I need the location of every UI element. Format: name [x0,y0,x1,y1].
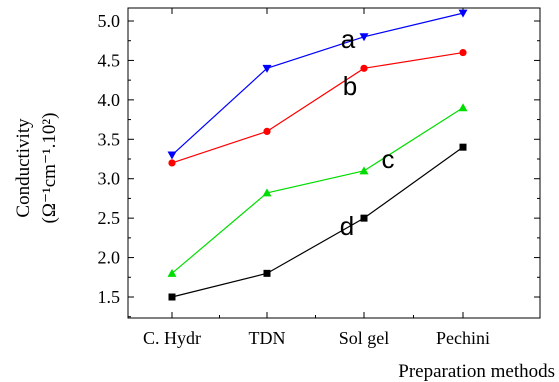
x-tick-label: Pechini [436,328,490,348]
series-label-a: a [341,24,356,54]
x-axis-title: Preparation methods [398,361,555,382]
x-tick-label: C. Hydr [143,328,201,348]
data-point-b [459,48,467,57]
data-point-d [360,214,368,222]
series-a [167,9,468,160]
y-tick-label: 2.5 [98,208,121,228]
series-c [167,103,468,277]
series-b [168,48,467,167]
series-label-b: b [343,71,357,101]
series-d [168,143,467,301]
y-tick-label: 3.5 [98,129,121,149]
plot-frame [127,7,541,319]
data-point-a [167,151,177,160]
y-tick-label: 5.0 [98,11,121,31]
data-point-d [263,269,271,277]
data-point-b [168,159,176,167]
y-tick-label: 1.5 [98,287,121,307]
series-line-c [171,107,464,274]
data-point-b [263,127,271,135]
series-labels: ab c d [340,24,395,241]
data-point-a [458,9,468,18]
y-axis-title-line1: Conductivity [13,118,34,218]
data-point-c [167,268,177,277]
series-label-c: c [382,144,395,174]
plot-area [127,7,541,319]
data-point-c [458,103,468,112]
y-tick-label: 4.5 [98,50,121,70]
series-line-d [171,146,464,298]
data-point-c [262,188,272,197]
data-point-a [262,64,272,73]
series-line-b [171,51,464,164]
data-point-c [359,166,369,175]
y-tick-label: 3.0 [98,169,121,189]
series-line-a [171,12,464,156]
series-layer [167,9,468,301]
x-tick-label: Sol gel [339,328,390,348]
data-point-b [360,64,368,72]
data-point-a [359,33,369,42]
series-label-d: d [340,211,354,241]
data-point-d [459,143,467,151]
x-tick-label: TDN [249,328,286,348]
y-axis: 1.5 2.0 2.5 3.0 3.5 4.0 4.5 5.0 [98,11,540,318]
data-point-d [168,293,176,301]
x-axis: C. Hydr TDN Sol gel Pechini [143,8,490,348]
y-axis-title-line2: (Ω⁻¹cm⁻¹.10²) [39,113,60,224]
y-tick-label: 4.0 [98,90,121,110]
y-tick-label: 2.0 [98,248,121,268]
